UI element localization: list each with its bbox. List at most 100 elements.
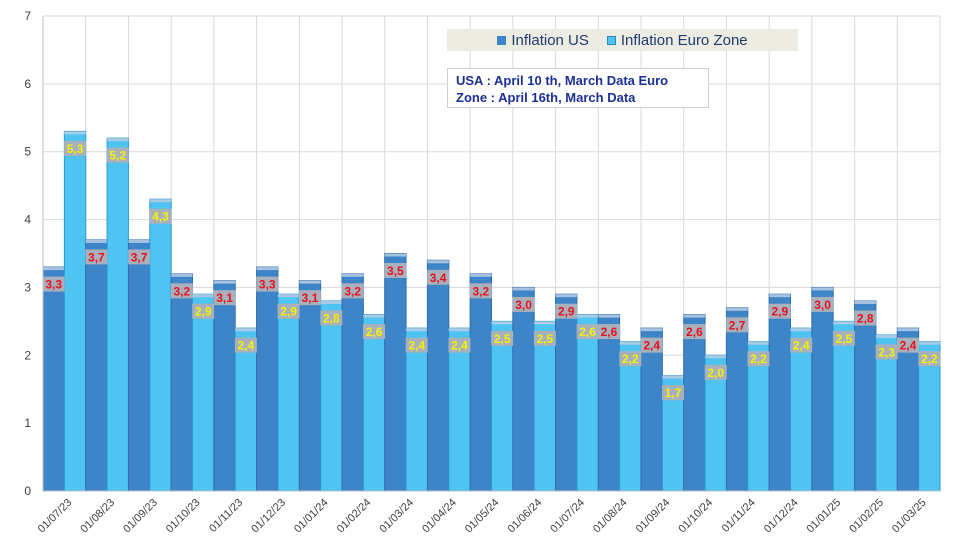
bar-us-cap <box>641 328 663 332</box>
bar-us-cap <box>598 314 620 318</box>
data-label-euro-bg <box>277 303 300 319</box>
bar-us <box>341 273 364 492</box>
x-tick-label: 01/01/25 <box>805 497 844 536</box>
x-tick-label: 01/10/24 <box>676 497 715 536</box>
data-label-euro: 2,2 <box>921 352 938 366</box>
x-tick-label: 01/01/24 <box>292 497 331 536</box>
bar-us <box>42 266 65 492</box>
bar-us <box>170 273 193 492</box>
bar-us <box>85 239 108 492</box>
data-label-us: 3,2 <box>472 284 489 298</box>
data-label-euro-bg <box>234 337 257 353</box>
data-label-us: 2,6 <box>601 325 618 339</box>
bar-euro <box>491 320 514 492</box>
bar-us-cap <box>299 280 321 284</box>
x-tick-label: 01/11/24 <box>720 497 758 535</box>
data-label-us: 3,3 <box>259 278 276 292</box>
bar-us <box>426 259 450 492</box>
x-tick-label: 01/03/24 <box>377 497 416 536</box>
data-label-us-bg <box>298 290 321 306</box>
x-tick-label: 01/06/24 <box>506 497 545 536</box>
data-label-us-bg <box>384 263 407 278</box>
bar-euro-cap <box>320 301 342 304</box>
bar-us <box>298 280 322 492</box>
data-label-euro-bg <box>106 147 129 163</box>
bar-euro <box>362 314 386 492</box>
data-label-us-bg <box>469 283 492 299</box>
legend-label-us: Inflation US <box>511 31 589 49</box>
bar-euro-cap <box>705 355 727 359</box>
x-tick-label: 01/08/24 <box>591 497 630 536</box>
legend-swatch-euro <box>606 35 616 45</box>
bar-us-cap <box>85 239 108 243</box>
bar-us <box>256 266 279 492</box>
data-label-us-bg <box>427 269 450 285</box>
data-label-euro: 2,6 <box>366 325 383 339</box>
bar-us <box>768 293 792 492</box>
bar-us-cap <box>769 294 791 298</box>
data-label-euro-bg <box>918 351 941 367</box>
bar-euro <box>149 198 172 492</box>
legend: Inflation US Inflation Euro Zone <box>447 29 798 51</box>
data-label-us-bg <box>42 276 65 292</box>
data-label-euro: 2,2 <box>622 352 639 366</box>
bar-euro-cap <box>277 294 300 298</box>
data-label-euro: 2,4 <box>793 339 810 353</box>
bar-euro <box>576 314 599 492</box>
x-tick-label: 01/04/24 <box>420 497 459 536</box>
data-label-us-bg <box>170 283 193 299</box>
data-label-euro: 2,9 <box>195 305 212 319</box>
bar-us-cap <box>726 307 748 311</box>
data-labels: 3,3 5,3 3,7 5,2 3,7 4,3 3,2 2,9 3,1 2,4 3,3 2,9 3,1 2… <box>42 140 941 401</box>
bar-euro <box>106 137 129 492</box>
bar-us-cap <box>555 294 577 298</box>
x-tick-label: 01/11/23 <box>207 497 245 535</box>
data-label-euro-bg <box>363 324 386 340</box>
data-label-euro-bg <box>619 351 642 367</box>
bar-euro-cap <box>235 328 257 332</box>
bar-euro-cap <box>64 131 86 135</box>
data-label-euro: 2,4 <box>451 339 468 353</box>
bar-euro-cap <box>790 328 812 332</box>
y-tick-label: 5 <box>24 145 31 159</box>
bar-euro <box>320 300 343 492</box>
data-label-euro: 1,7 <box>665 386 682 400</box>
bar-euro-cap <box>918 341 940 345</box>
data-label-us: 2,8 <box>857 312 874 326</box>
data-label-us: 3,2 <box>173 284 190 298</box>
data-label-us-bg <box>726 317 749 333</box>
x-tick-label: 01/09/23 <box>121 497 160 536</box>
x-tick-label: 01/07/23 <box>36 497 75 536</box>
bar-euro-cap <box>406 328 428 332</box>
data-label-us-bg <box>768 303 791 319</box>
data-label-euro: 2,4 <box>238 339 255 353</box>
data-label-us-bg <box>512 296 535 312</box>
bar-euro-cap <box>448 328 471 332</box>
bar-us-cap <box>811 287 834 291</box>
bar-us-cap <box>427 260 449 264</box>
bar-us-cap <box>128 239 150 243</box>
x-tick-label: 01/12/24 <box>762 497 801 536</box>
data-label-euro: 2,6 <box>579 325 596 339</box>
legend-item-euro: Inflation Euro Zone <box>606 32 748 49</box>
bar-euro-cap <box>107 138 129 142</box>
data-label-euro-bg <box>790 337 813 353</box>
data-label-us: 3,2 <box>344 284 361 298</box>
data-label-us: 3,0 <box>515 298 532 312</box>
y-tick-label: 3 <box>24 280 31 294</box>
data-label-euro: 2,9 <box>280 305 297 319</box>
data-label-us: 2,6 <box>686 325 703 339</box>
data-label-euro-bg <box>149 208 172 224</box>
x-tick-label: 01/08/23 <box>78 497 117 536</box>
bar-euro-cap <box>747 341 770 345</box>
data-label-us: 2,9 <box>558 305 575 319</box>
data-label-euro: 2,5 <box>836 332 853 346</box>
data-label-us: 3,0 <box>814 298 831 312</box>
bar-us <box>725 307 749 492</box>
release-note-line-1: USA : April 10 th, March Data Euro <box>456 73 669 88</box>
data-label-us-bg <box>597 324 620 340</box>
bar-us <box>384 253 407 492</box>
y-tick-label: 4 <box>24 213 31 227</box>
release-note-line-2: Zone : April 16th, March Data <box>456 90 636 105</box>
